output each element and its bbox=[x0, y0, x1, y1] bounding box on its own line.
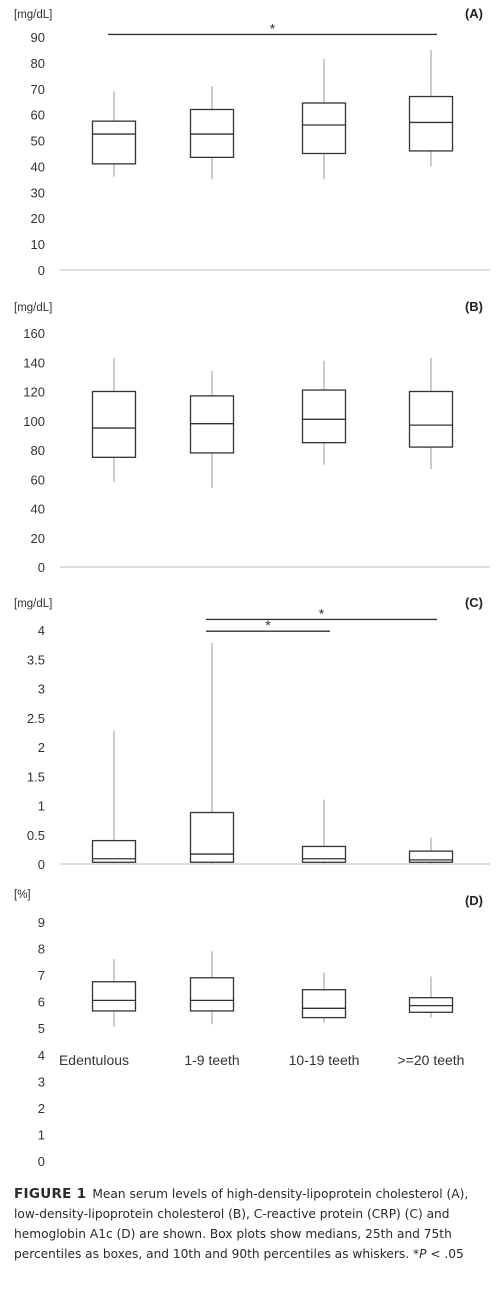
panel-crp-box-3 bbox=[301, 799, 347, 864]
panel-crp-box-3-iqr bbox=[301, 845, 347, 863]
panel-ldl: [mg/dL] (B) 0 20 40 60 80 100 120 140 160 bbox=[14, 299, 490, 575]
panel-hba1c-unit-label: [%] bbox=[14, 889, 31, 901]
panel-ldl-box-3 bbox=[301, 360, 347, 465]
panel-crp-box-4 bbox=[408, 837, 454, 864]
panel-hba1c-ytick-label: 0 bbox=[38, 1154, 45, 1169]
panel-crp-ytick-label: 2.5 bbox=[27, 711, 45, 726]
panel-hba1c-ytick-label: 7 bbox=[38, 968, 45, 983]
panel-hdl-ytick-label: 20 bbox=[31, 211, 45, 226]
panel-crp-significance-star-1: * bbox=[319, 605, 325, 621]
figure-caption-p-value: < .05 bbox=[426, 1247, 464, 1261]
panel-crp-ytick-label: 0 bbox=[38, 857, 45, 872]
panel-crp-box-1-iqr bbox=[91, 839, 137, 863]
panel-hdl-box-4-iqr bbox=[408, 95, 454, 152]
panel-crp-significance-star-2: * bbox=[265, 617, 271, 633]
panel-hba1c-ytick-label: 5 bbox=[38, 1021, 45, 1036]
panel-hba1c-category-label: Edentulous bbox=[59, 1052, 129, 1068]
panel-ldl-box-1 bbox=[91, 357, 137, 483]
panel-hba1c-box-4 bbox=[408, 976, 454, 1018]
panel-hba1c-category-label: 1-9 teeth bbox=[184, 1052, 239, 1068]
panel-ldl-ytick-label: 20 bbox=[31, 531, 45, 546]
panel-hdl-ytick-label: 0 bbox=[38, 263, 45, 278]
panel-hdl-box-3 bbox=[301, 59, 347, 180]
panel-ldl-box-2 bbox=[189, 371, 235, 489]
panel-ldl-ytick-label: 100 bbox=[23, 414, 45, 429]
panel-hba1c-label: (D) bbox=[465, 893, 483, 908]
panel-hba1c-ytick-label: 4 bbox=[38, 1048, 45, 1063]
panel-hdl: [mg/dL] (A) 0 10 20 30 40 50 60 70 80 90 * bbox=[14, 6, 490, 278]
panel-hba1c: [%] (D) 0 1 2 3 4 5 6 7 8 9 Edentulous 1-9 teeth 10-19… bbox=[14, 889, 483, 1169]
figure-caption-p-symbol: P bbox=[419, 1247, 427, 1261]
panel-hdl-box-3-iqr bbox=[301, 102, 347, 155]
panel-ldl-ytick-label: 60 bbox=[31, 472, 45, 487]
panel-hdl-significance-star-1: * bbox=[270, 20, 276, 36]
panel-crp-box-2 bbox=[189, 642, 235, 864]
panel-hdl-box-4 bbox=[408, 49, 454, 167]
panel-crp-ytick-label: 2 bbox=[38, 740, 45, 755]
panel-hdl-unit-label: [mg/dL] bbox=[14, 9, 52, 21]
panel-hba1c-box-3-iqr bbox=[301, 989, 347, 1019]
panel-hdl-ytick-label: 80 bbox=[31, 56, 45, 71]
panel-ldl-ytick-label: 140 bbox=[23, 355, 45, 370]
panel-hdl-ytick-label: 40 bbox=[31, 159, 45, 174]
panel-hba1c-ytick-label: 2 bbox=[38, 1101, 45, 1116]
panel-hba1c-box-3 bbox=[301, 972, 347, 1023]
panel-hdl-box-2 bbox=[189, 86, 235, 180]
panel-hba1c-box-1 bbox=[91, 959, 137, 1027]
panel-ldl-ytick-label: 120 bbox=[23, 385, 45, 400]
panel-hdl-box-1-iqr bbox=[91, 120, 137, 165]
panel-crp-ytick-label: 1.5 bbox=[27, 769, 45, 784]
figure-caption-text: Mean serum levels of high-density-lipopr… bbox=[14, 1187, 469, 1261]
panel-hdl-ytick-label: 60 bbox=[31, 108, 45, 123]
panel-crp-ytick-label: 3.5 bbox=[27, 652, 45, 667]
panel-crp-ytick-label: 1 bbox=[38, 799, 45, 814]
panel-ldl-unit-label: [mg/dL] bbox=[14, 302, 52, 314]
panel-crp-ytick-label: 0.5 bbox=[27, 828, 45, 843]
figure-caption: FIGURE 1 Mean serum levels of high-densit… bbox=[14, 1184, 486, 1264]
panel-hba1c-ytick-label: 6 bbox=[38, 995, 45, 1010]
panel-hba1c-ytick-label: 1 bbox=[38, 1127, 45, 1142]
panel-crp-ytick-label: 4 bbox=[38, 623, 45, 638]
panel-hdl-ytick-label: 70 bbox=[31, 82, 45, 97]
panel-hba1c-category-label: 10-19 teeth bbox=[289, 1052, 360, 1068]
panel-crp-box-1 bbox=[91, 730, 137, 864]
panel-hdl-ytick-label: 30 bbox=[31, 185, 45, 200]
panel-hba1c-ytick-label: 3 bbox=[38, 1074, 45, 1089]
panel-ldl-box-4-iqr bbox=[408, 390, 454, 448]
panel-crp-box-2-iqr bbox=[189, 811, 235, 863]
panel-crp-box-4-iqr bbox=[408, 850, 454, 863]
panel-hba1c-ytick-label: 9 bbox=[38, 915, 45, 930]
panel-hdl-ytick-label: 90 bbox=[31, 30, 45, 45]
panel-hdl-label: (A) bbox=[465, 6, 483, 21]
panel-hba1c-box-1-iqr bbox=[91, 981, 137, 1012]
panel-crp: [mg/dL] (C) 0 0.5 1 1.5 2 2.5 3 3.5 4 * * bbox=[14, 595, 490, 872]
panel-crp-unit-label: [mg/dL] bbox=[14, 598, 52, 610]
panel-hba1c-box-4-iqr bbox=[408, 997, 454, 1013]
panel-crp-label: (C) bbox=[465, 595, 483, 610]
panel-hba1c-ytick-label: 8 bbox=[38, 942, 45, 957]
panel-hba1c-category-label: >=20 teeth bbox=[398, 1052, 465, 1068]
panel-hba1c-box-2-iqr bbox=[189, 977, 235, 1012]
panel-ldl-ytick-label: 0 bbox=[38, 560, 45, 575]
panel-ldl-ytick-label: 80 bbox=[31, 443, 45, 458]
figure-caption-label: FIGURE 1 bbox=[14, 1186, 87, 1202]
panel-crp-ytick-label: 3 bbox=[38, 682, 45, 697]
panel-hba1c-box-2 bbox=[189, 951, 235, 1025]
panel-hdl-ytick-label: 50 bbox=[31, 134, 45, 149]
panel-hdl-box-1 bbox=[91, 91, 137, 177]
panel-ldl-box-2-iqr bbox=[189, 395, 235, 454]
panel-ldl-box-4 bbox=[408, 357, 454, 470]
panel-ldl-label: (B) bbox=[465, 299, 483, 314]
panel-ldl-box-1-iqr bbox=[91, 390, 137, 458]
panel-hdl-ytick-label: 10 bbox=[31, 237, 45, 252]
panel-ldl-ytick-label: 40 bbox=[31, 502, 45, 517]
panel-ldl-ytick-label: 160 bbox=[23, 326, 45, 341]
panel-ldl-box-3-iqr bbox=[301, 389, 347, 444]
